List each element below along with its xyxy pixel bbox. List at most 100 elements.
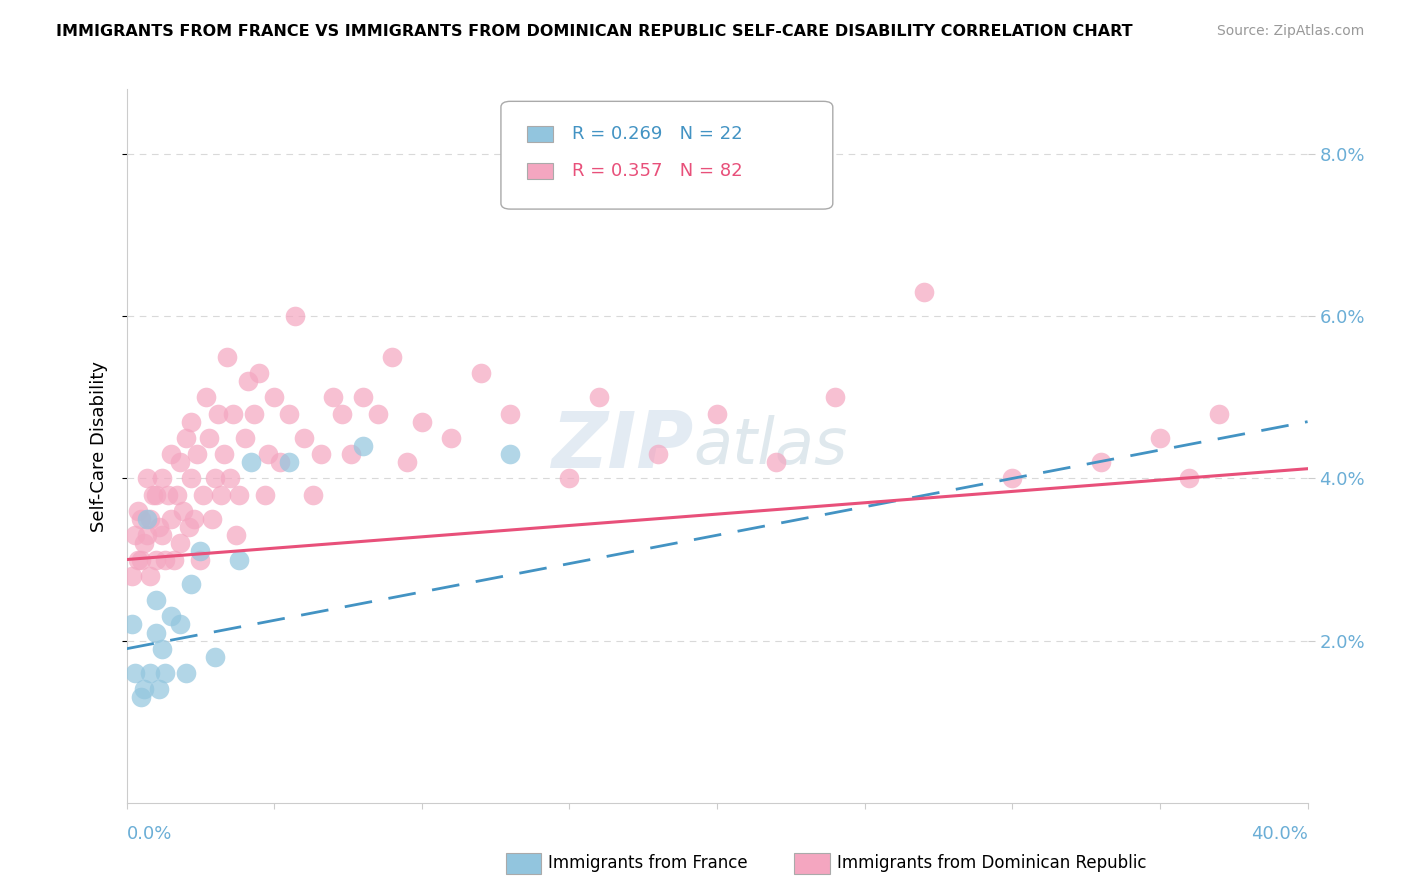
Point — [706, 407, 728, 421]
Point — [330, 407, 353, 421]
Point — [219, 471, 242, 485]
Point — [647, 447, 669, 461]
Text: IMMIGRANTS FROM FRANCE VS IMMIGRANTS FROM DOMINICAN REPUBLIC SELF-CARE DISABILIT: IMMIGRANTS FROM FRANCE VS IMMIGRANTS FRO… — [56, 24, 1133, 38]
Point — [301, 488, 323, 502]
Point — [145, 593, 167, 607]
Point — [134, 682, 156, 697]
Point — [121, 568, 143, 582]
Point — [204, 649, 226, 664]
Point — [765, 455, 787, 469]
FancyBboxPatch shape — [501, 102, 832, 209]
Point — [142, 488, 165, 502]
Point — [136, 512, 159, 526]
Text: R = 0.269   N = 22: R = 0.269 N = 22 — [572, 125, 742, 143]
Point — [263, 390, 285, 404]
Point — [228, 488, 250, 502]
Point — [257, 447, 280, 461]
Point — [129, 552, 153, 566]
Point — [396, 455, 419, 469]
Point — [145, 488, 167, 502]
Point — [278, 407, 301, 421]
Point — [225, 528, 247, 542]
Point — [150, 641, 173, 656]
Point — [284, 310, 307, 324]
Point — [159, 512, 183, 526]
Point — [188, 552, 211, 566]
Point — [183, 512, 205, 526]
Point — [215, 350, 238, 364]
Point — [242, 407, 264, 421]
Point — [139, 666, 162, 681]
Point — [180, 415, 202, 429]
Point — [177, 520, 200, 534]
Point — [233, 431, 256, 445]
Point — [824, 390, 846, 404]
Text: 40.0%: 40.0% — [1251, 825, 1308, 843]
Point — [204, 471, 226, 485]
Point — [254, 488, 277, 502]
Point — [247, 366, 270, 380]
Point — [145, 552, 167, 566]
Point — [381, 350, 404, 364]
Point — [470, 366, 492, 380]
Point — [366, 407, 388, 421]
Y-axis label: Self-Care Disability: Self-Care Disability — [90, 360, 108, 532]
Point — [159, 609, 183, 624]
Point — [411, 415, 433, 429]
Point — [340, 447, 363, 461]
Text: ZIP: ZIP — [551, 408, 693, 484]
Point — [169, 455, 191, 469]
Point — [180, 471, 202, 485]
Point — [180, 577, 202, 591]
Point — [499, 447, 522, 461]
Point — [186, 447, 208, 461]
Point — [145, 625, 167, 640]
Point — [169, 536, 191, 550]
Point — [322, 390, 344, 404]
Point — [153, 666, 176, 681]
Point — [228, 552, 250, 566]
Text: Source: ZipAtlas.com: Source: ZipAtlas.com — [1216, 24, 1364, 38]
Point — [1090, 455, 1112, 469]
Point — [1001, 471, 1024, 485]
Point — [136, 471, 159, 485]
Point — [169, 617, 191, 632]
Point — [127, 552, 149, 566]
Text: Immigrants from Dominican Republic: Immigrants from Dominican Republic — [837, 855, 1146, 872]
Point — [198, 431, 221, 445]
Point — [1178, 471, 1201, 485]
Point — [912, 285, 935, 299]
Point — [148, 520, 170, 534]
Point — [588, 390, 610, 404]
Point — [195, 390, 218, 404]
Point — [148, 682, 170, 697]
Point — [134, 536, 156, 550]
Point — [139, 568, 162, 582]
Bar — [527, 127, 553, 142]
Point — [174, 431, 197, 445]
Point — [193, 488, 215, 502]
Point — [129, 690, 153, 705]
Text: R = 0.357   N = 82: R = 0.357 N = 82 — [572, 162, 742, 180]
Point — [156, 488, 179, 502]
Point — [278, 455, 301, 469]
Text: 0.0%: 0.0% — [127, 825, 172, 843]
Bar — [527, 163, 553, 179]
Point — [209, 488, 232, 502]
Point — [150, 471, 173, 485]
Point — [558, 471, 581, 485]
Point — [127, 504, 149, 518]
Point — [352, 439, 374, 453]
Point — [139, 512, 162, 526]
Point — [1208, 407, 1230, 421]
Point — [440, 431, 463, 445]
Point — [212, 447, 235, 461]
Point — [201, 512, 224, 526]
Text: atlas: atlas — [693, 415, 848, 477]
Point — [239, 455, 262, 469]
Point — [222, 407, 245, 421]
Point — [292, 431, 315, 445]
Point — [236, 374, 259, 388]
Point — [352, 390, 374, 404]
Point — [124, 666, 146, 681]
